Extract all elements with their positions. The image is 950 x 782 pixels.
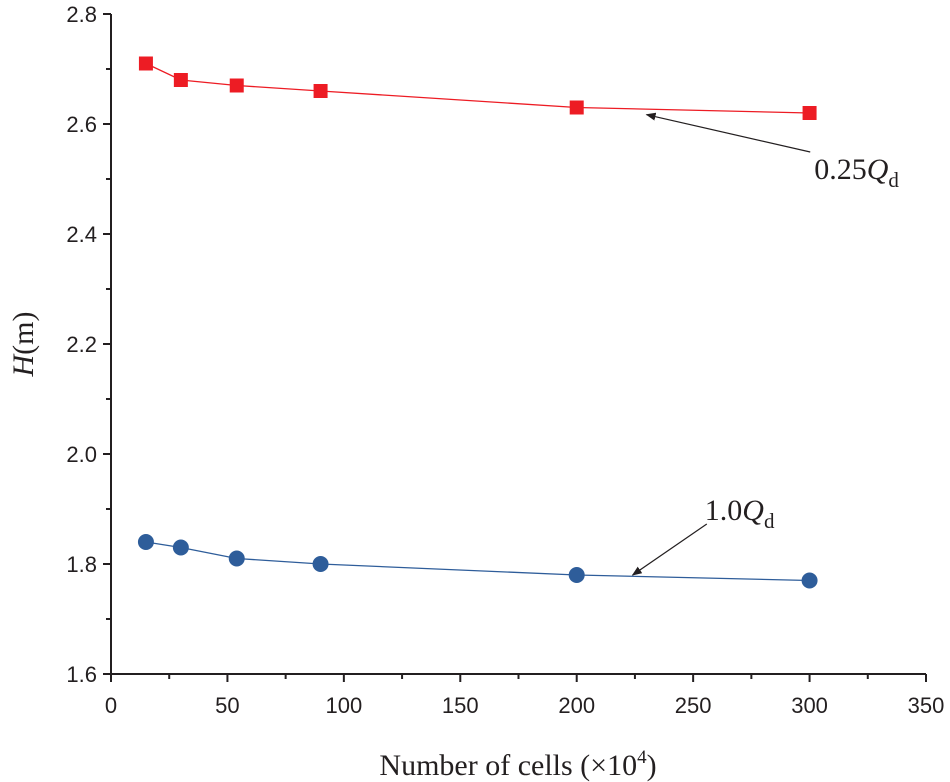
x-axis-title: Number of cells (×104) [379,747,656,782]
y-tick-label: 2.8 [66,2,97,27]
y-tick-label: 2.4 [66,222,97,247]
y-tick-label: 2.0 [66,442,97,467]
y-tick-label: 2.2 [66,332,97,357]
series-label-prefix: 1.0 [705,494,743,527]
series-label: 1.0Qd [705,494,775,533]
y-axis-title-var: H [7,353,40,378]
x-tick-label: 350 [908,693,945,718]
annotation-arrow [645,112,811,153]
x-tick-label: 250 [675,693,712,718]
series-label-sub: d [888,168,899,192]
series-line [145,62,810,114]
x-tick-label: 0 [105,693,117,718]
y-ticks: 1.6 1.8 2.0 2.2 2.4 2.6 2.8 [66,2,111,687]
x-axis-title-text: Number of cells (×10 [379,749,637,782]
axes: 1.6 1.8 2.0 2.2 2.4 2.6 2.8 0 50 100 150 200 250 300… [66,2,944,718]
series-label-var: Q [867,153,889,186]
data-point-square [313,84,328,98]
x-tick-label: 50 [215,693,239,718]
x-ticks: 0 50 100 150 200 250 300 350 [105,674,944,718]
data-point-circle [568,567,585,583]
annotation-arrow [631,523,708,576]
x-tick-label: 200 [558,693,595,718]
data-point-square [138,56,153,71]
data-point-circle [312,556,329,572]
series-label-prefix: 0.25 [814,153,867,186]
y-tick-label: 1.6 [66,662,97,687]
x-axis-title-close: ) [647,749,657,782]
data-point-square [173,73,188,87]
x-tick-label: 100 [325,693,362,718]
series-label-var: Q [742,494,764,527]
series-label-sub: d [764,509,775,533]
plot-series [137,56,818,589]
series-label: 0.25Qd [814,153,899,192]
y-tick-label: 1.8 [66,552,97,577]
data-point-square [569,100,584,115]
x-tick-label: 300 [791,693,828,718]
data-point-square [802,106,817,120]
data-point-square [229,78,244,93]
y-axis-title-unit: (m) [7,312,40,355]
x-axis-title-exponent: 4 [637,747,647,768]
data-point-circle [801,572,818,589]
series-line [145,541,810,582]
series-1 [137,534,818,589]
series-0 [138,56,817,120]
data-point-circle [172,539,189,556]
y-axis-title: H(m) [7,312,40,378]
data-point-circle [137,534,154,550]
data-point-circle [228,550,245,567]
y-tick-label: 2.6 [66,112,97,137]
x-tick-label: 150 [442,693,479,718]
